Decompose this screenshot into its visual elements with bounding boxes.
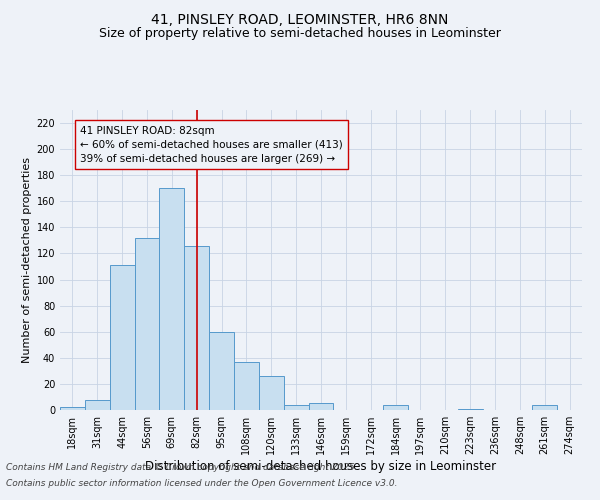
Bar bbox=[259, 376, 284, 410]
Bar bbox=[308, 404, 334, 410]
Bar bbox=[184, 246, 209, 410]
Bar bbox=[234, 362, 259, 410]
Y-axis label: Number of semi-detached properties: Number of semi-detached properties bbox=[22, 157, 32, 363]
Bar bbox=[532, 405, 557, 410]
Bar bbox=[209, 332, 234, 410]
X-axis label: Distribution of semi-detached houses by size in Leominster: Distribution of semi-detached houses by … bbox=[145, 460, 497, 473]
Text: Size of property relative to semi-detached houses in Leominster: Size of property relative to semi-detach… bbox=[99, 28, 501, 40]
Bar bbox=[134, 238, 160, 410]
Bar bbox=[458, 408, 482, 410]
Bar bbox=[110, 265, 134, 410]
Bar bbox=[284, 405, 308, 410]
Bar bbox=[60, 408, 85, 410]
Text: 41 PINSLEY ROAD: 82sqm
← 60% of semi-detached houses are smaller (413)
39% of se: 41 PINSLEY ROAD: 82sqm ← 60% of semi-det… bbox=[80, 126, 343, 164]
Bar bbox=[85, 400, 110, 410]
Text: Contains HM Land Registry data © Crown copyright and database right 2025.: Contains HM Land Registry data © Crown c… bbox=[6, 464, 358, 472]
Bar bbox=[383, 405, 408, 410]
Text: 41, PINSLEY ROAD, LEOMINSTER, HR6 8NN: 41, PINSLEY ROAD, LEOMINSTER, HR6 8NN bbox=[151, 12, 449, 26]
Bar bbox=[160, 188, 184, 410]
Text: Contains public sector information licensed under the Open Government Licence v3: Contains public sector information licen… bbox=[6, 478, 398, 488]
